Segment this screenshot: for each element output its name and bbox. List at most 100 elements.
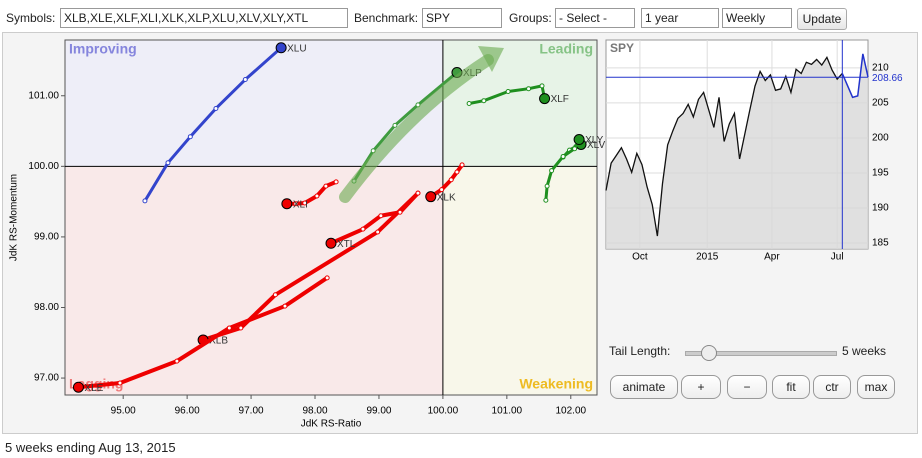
update-button[interactable]: Update: [797, 8, 847, 30]
tail-point: [117, 380, 123, 386]
series-label: XLI: [293, 199, 308, 210]
footer: 5 weeks ending Aug 13, 2015: [5, 440, 176, 455]
control-button[interactable]: +: [681, 375, 721, 399]
series-label: XLU: [287, 43, 306, 54]
tail-point: [333, 179, 339, 185]
tail-point: [238, 325, 244, 331]
tail-point: [560, 153, 566, 159]
series-label: XLE: [84, 383, 103, 394]
tail-point: [272, 292, 278, 298]
tail-point: [187, 134, 193, 140]
tail-point: [549, 168, 555, 174]
y-tick-label: 100.00: [28, 161, 59, 172]
x-tick-label: 98.00: [302, 406, 327, 417]
tail-point: [544, 183, 550, 189]
control-button[interactable]: ctr: [813, 375, 851, 399]
tail-point: [324, 275, 330, 281]
groups-select[interactable]: - Select -: [555, 8, 635, 28]
tail-point: [481, 98, 487, 104]
chart-title: SPY: [610, 41, 634, 55]
tail-point: [282, 303, 288, 309]
tail-point: [439, 187, 445, 193]
y-tick-label: 97.00: [34, 373, 59, 384]
tail-point: [448, 177, 454, 183]
x-tick-label: 95.00: [111, 406, 136, 417]
x-axis-label: JdK RS-Ratio: [301, 419, 362, 430]
last-label: 208.66: [872, 73, 903, 84]
area: [606, 53, 868, 249]
y-tick-label: 195: [872, 168, 889, 179]
quadrant-label: Weakening: [519, 376, 593, 392]
symbols-input[interactable]: XLB,XLE,XLF,XLI,XLK,XLP,XLU,XLV,XLY,XTL: [60, 8, 348, 28]
label: Symbols:: [6, 11, 56, 25]
y-tick-label: 185: [872, 238, 889, 249]
y-tick-label: 99.00: [34, 232, 59, 243]
slider-thumb[interactable]: [701, 345, 717, 361]
y-tick-label: 205: [872, 98, 889, 109]
x-tick-label: 102.00: [555, 406, 586, 417]
trend-arrow: [339, 54, 494, 203]
price-line: [605, 55, 843, 237]
tail-point: [360, 226, 366, 232]
label: Tail Length:: [609, 344, 671, 358]
y-tick-label: 210: [872, 63, 889, 74]
x-tick-label: 100.00: [428, 406, 459, 417]
tail: [143, 46, 283, 202]
series-label: XLY: [585, 135, 603, 146]
tail: [78, 276, 329, 390]
series-label: XLB: [209, 336, 228, 347]
tail-point: [165, 160, 171, 166]
tail-point: [375, 229, 381, 235]
x-tick-label: Apr: [764, 252, 780, 263]
tail-point: [213, 105, 219, 111]
tail-point: [459, 162, 465, 168]
tail-point: [293, 201, 299, 207]
tail-point: [543, 197, 549, 203]
tail-point: [142, 198, 148, 204]
quadrant: [65, 166, 443, 395]
y-tick-label: 190: [872, 203, 889, 214]
tail-value: 5 weeks: [842, 344, 887, 358]
plot-border: [64, 39, 598, 396]
benchmark-input[interactable]: SPY: [422, 8, 502, 28]
quadrant-label: Leading: [539, 41, 593, 57]
tail-point: [415, 190, 421, 196]
tail-point: [323, 183, 329, 189]
x-tick-label: Jul: [831, 252, 844, 263]
head: [281, 198, 293, 210]
label: Groups:: [509, 11, 552, 25]
quadrant-label: Improving: [69, 41, 137, 57]
head: [573, 134, 585, 146]
series-label: XLV: [587, 140, 605, 151]
x-tick-label: 99.00: [366, 406, 391, 417]
tail-point: [226, 325, 232, 331]
quadrant: [442, 166, 597, 395]
period-select[interactable]: 1 year: [641, 8, 719, 28]
series-label: XTL: [337, 239, 356, 250]
tail-point: [314, 193, 320, 199]
y-tick-label: 101.00: [28, 90, 59, 101]
label: Benchmark:: [354, 11, 419, 25]
slider-track: [685, 351, 837, 356]
y-tick-label: 98.00: [34, 302, 59, 313]
y-axis-label: JdK RS-Momentum: [9, 174, 20, 261]
head: [539, 93, 551, 105]
tail-point: [454, 169, 460, 175]
tail-point: [397, 209, 403, 215]
x-tick-label: Oct: [632, 252, 648, 263]
x-tick-label: 97.00: [239, 406, 264, 417]
interval-select[interactable]: Weekly: [722, 8, 792, 28]
tail-point: [539, 83, 545, 89]
head: [425, 191, 437, 203]
tail-point: [302, 200, 308, 206]
tail-point: [392, 122, 398, 128]
control-button[interactable]: fit: [772, 375, 810, 399]
control-button[interactable]: animate: [610, 375, 678, 399]
x-tick-label: 2015: [696, 252, 719, 263]
price-tail: [841, 53, 869, 99]
trend-arrowhead: [478, 46, 504, 72]
tail-point: [242, 77, 248, 83]
control-button[interactable]: max: [857, 375, 895, 399]
control-button[interactable]: −: [727, 375, 767, 399]
